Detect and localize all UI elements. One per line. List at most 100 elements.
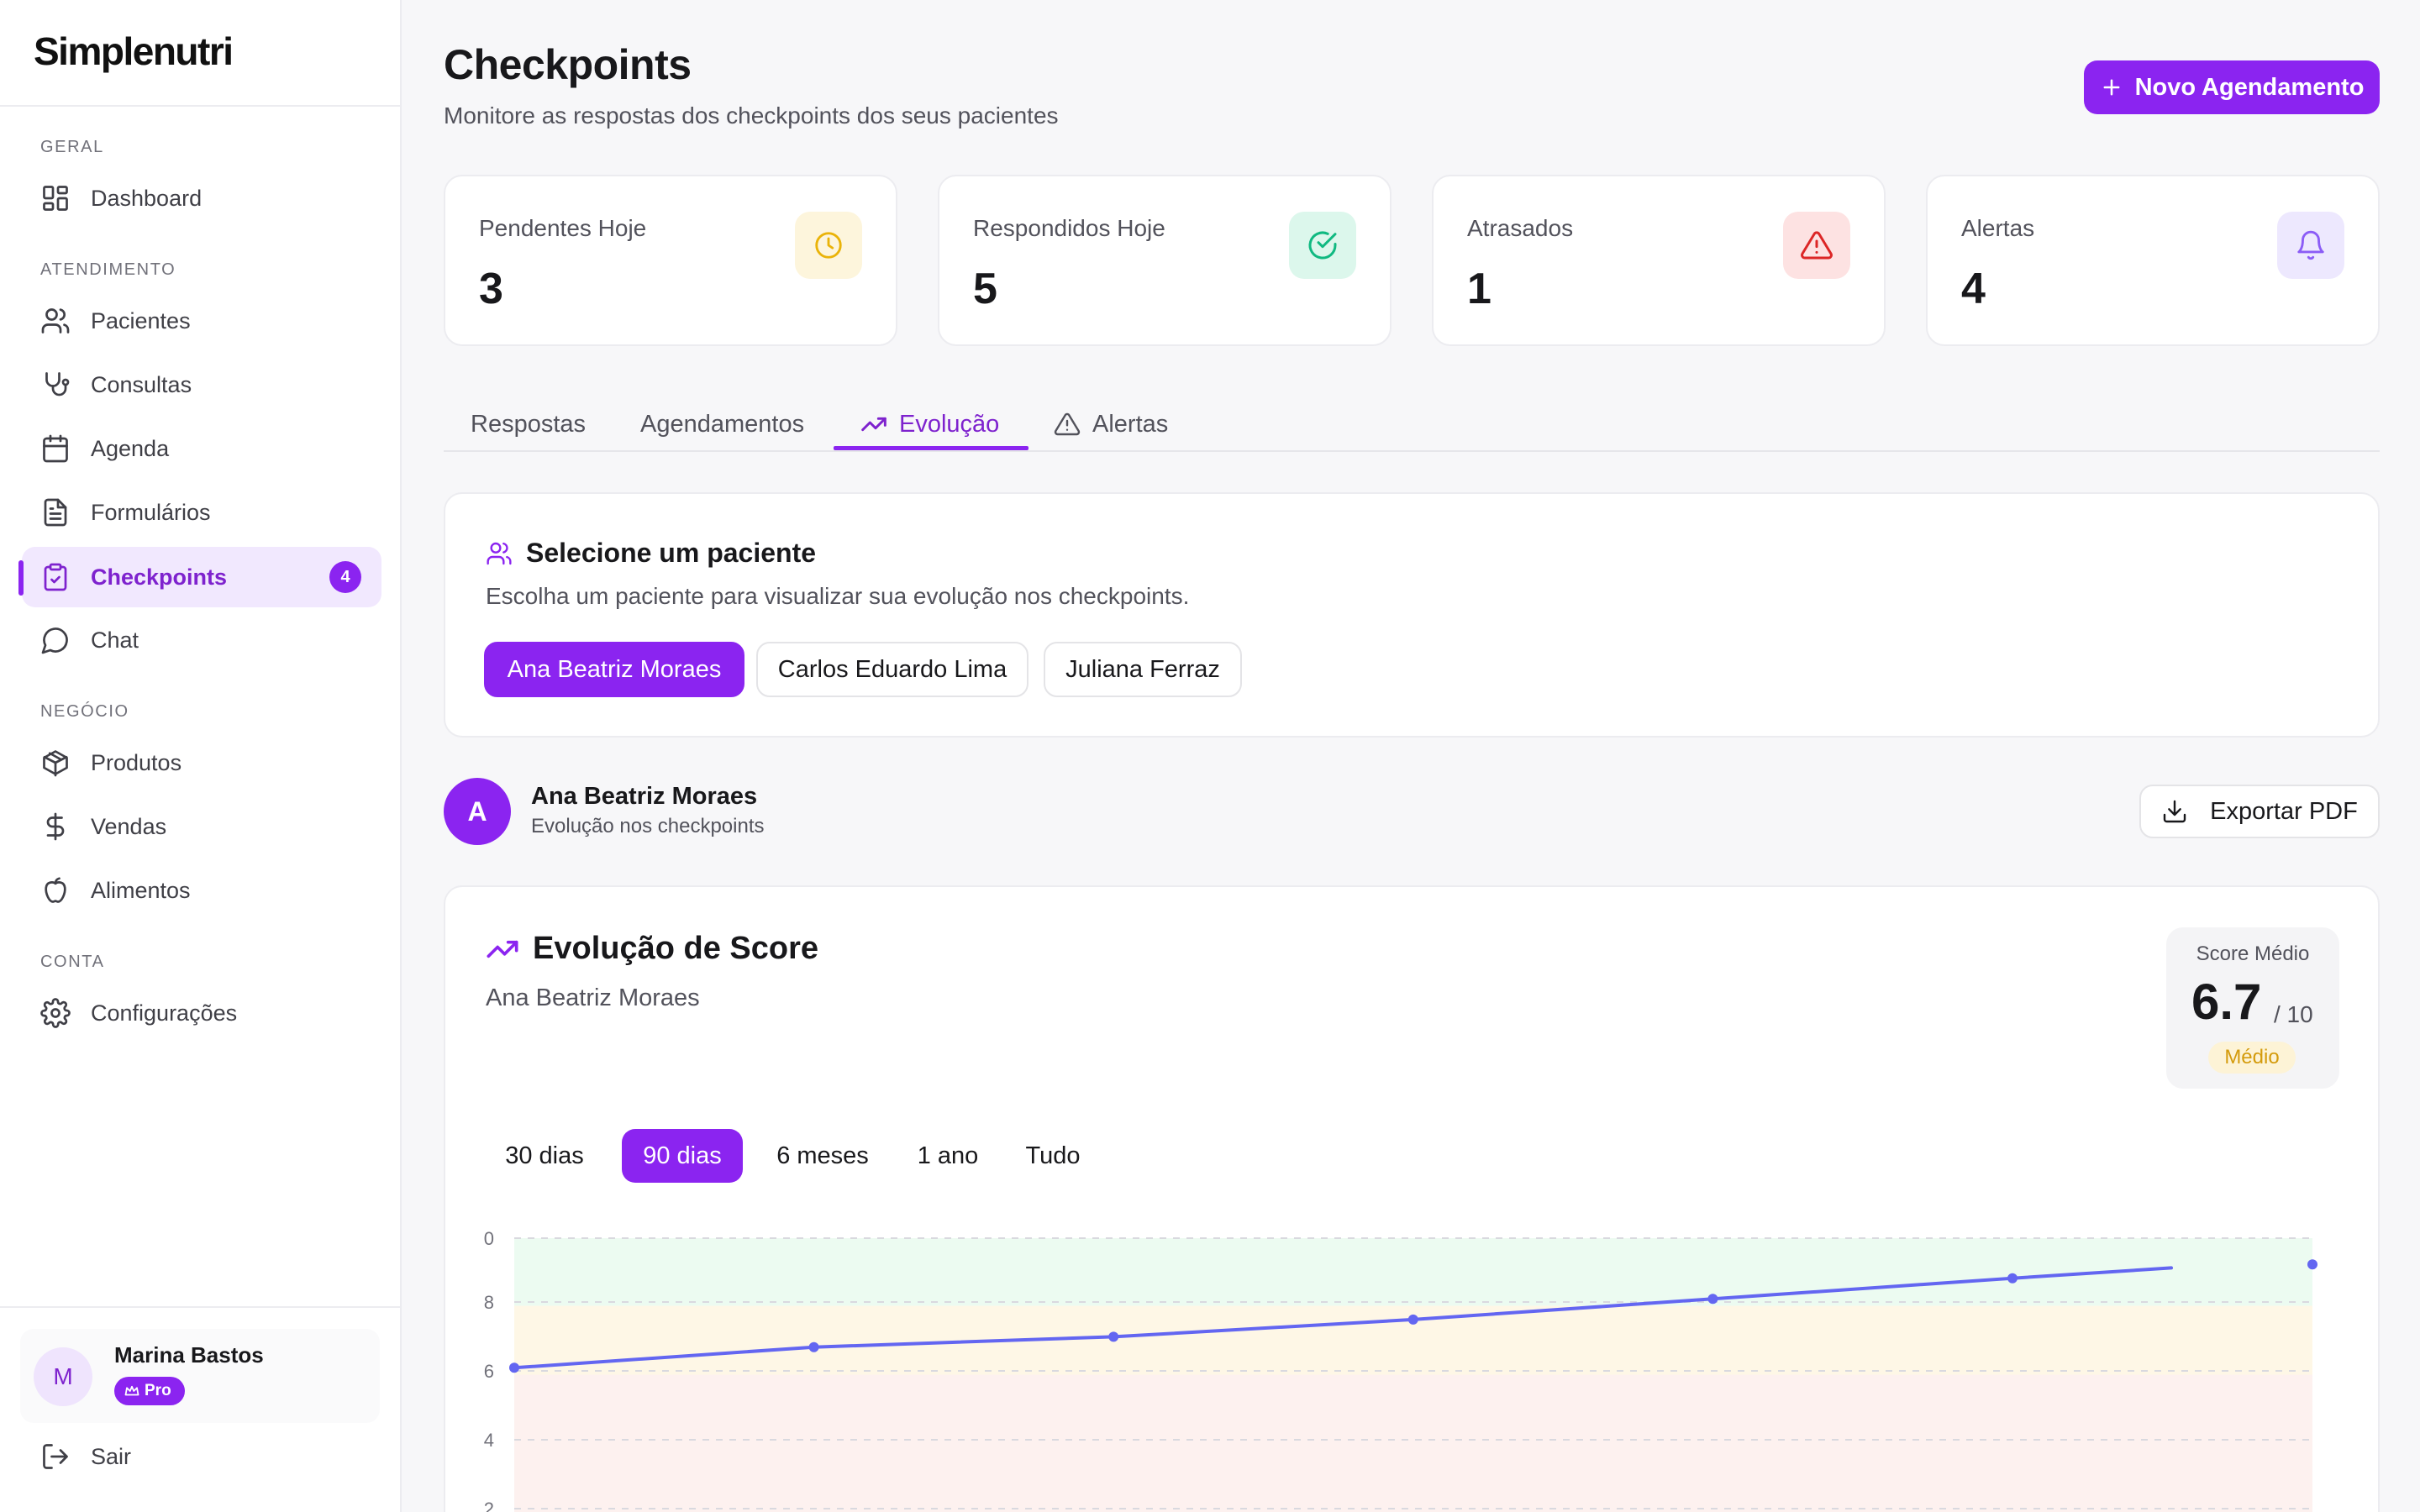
sidebar-item-label: Produtos: [91, 749, 182, 775]
section-label-conta: CONTA: [40, 953, 105, 971]
chart-data-point: [2007, 1273, 2018, 1284]
logo-divider: [0, 105, 400, 107]
stat-value: 1: [1467, 265, 1491, 313]
chart-y-tick-label: 4: [484, 1430, 494, 1451]
new-appointment-label: Novo Agendamento: [2134, 73, 2365, 101]
section-label-negocio: NEGÓCIO: [40, 702, 129, 721]
sidebar-item-formularios[interactable]: Formulários: [22, 482, 381, 543]
score-evolution-patient: Ana Beatriz Moraes: [486, 984, 700, 1011]
plan-badge: Pro: [114, 1377, 185, 1405]
chart-band: [514, 1374, 2312, 1512]
chart-data-point: [1707, 1294, 1718, 1305]
chart-y-tick-label: 0: [484, 1228, 494, 1249]
logout-button[interactable]: Sair: [40, 1441, 131, 1472]
sidebar-item-label: Formulários: [91, 499, 211, 525]
users-icon: [41, 308, 70, 333]
patient-select-card: Selecione um paciente Escolha um pacient…: [444, 492, 2380, 738]
sidebar-item-consultas[interactable]: Consultas: [22, 354, 381, 415]
range-90-days[interactable]: 90 dias: [622, 1129, 743, 1183]
trending-up-icon: [861, 417, 886, 432]
average-score-box: Score Médio 6.7 / 10 Médio: [2166, 927, 2339, 1089]
dollar-icon: [46, 812, 65, 841]
logout-label: Sair: [91, 1443, 132, 1469]
sidebar-item-label: Configurações: [91, 1000, 238, 1026]
chart-data-point: [1407, 1314, 1418, 1325]
sidebar-item-label: Checkpoints: [91, 564, 228, 590]
sidebar-item-dashboard[interactable]: Dashboard: [22, 168, 381, 228]
app-logo[interactable]: Simplenutri: [34, 29, 234, 73]
score-evolution-title-text: Evolução de Score: [533, 931, 819, 966]
alert-triangle-icon: [1783, 212, 1850, 279]
patient-chip-carlos[interactable]: Carlos Eduardo Lima: [756, 642, 1028, 697]
score-evolution-card: Evolução de Score Ana Beatriz Moraes Sco…: [444, 885, 2380, 1512]
average-score-tag: Médio: [2208, 1042, 2296, 1074]
chart-data-point: [509, 1362, 519, 1373]
tab-agendamentos[interactable]: Agendamentos: [613, 398, 831, 450]
chart-y-tick-label: 6: [484, 1361, 494, 1382]
stat-value: 5: [973, 265, 997, 313]
patient-select-title: Selecione um paciente: [486, 538, 816, 569]
patient-chip-juliana[interactable]: Juliana Ferraz: [1044, 642, 1242, 697]
package-icon: [43, 750, 68, 777]
chart-band: [514, 1238, 2312, 1306]
patient-avatar: A: [444, 778, 511, 845]
range-1-year[interactable]: 1 ano: [917, 1142, 979, 1169]
sidebar-item-alimentos[interactable]: Alimentos: [22, 860, 381, 921]
average-score-value: 6.7: [2191, 974, 2262, 1030]
section-label-geral: GERAL: [40, 138, 104, 156]
stat-card-pending: Pendentes Hoje 3: [444, 175, 897, 346]
chat-icon: [41, 627, 68, 654]
user-name: Marina Bastos: [114, 1342, 264, 1368]
sidebar-item-agenda[interactable]: Agenda: [22, 418, 381, 479]
sidebar-item-chat[interactable]: Chat: [22, 610, 381, 670]
sidebar-item-configuracoes[interactable]: Configurações: [22, 983, 381, 1043]
sidebar-item-label: Dashboard: [91, 185, 203, 211]
new-appointment-button[interactable]: Novo Agendamento: [2084, 60, 2380, 114]
page-title: Checkpoints: [444, 41, 692, 88]
sidebar-item-label: Agenda: [91, 435, 170, 461]
plan-label: Pro: [145, 1382, 171, 1399]
tab-respostas[interactable]: Respostas: [444, 398, 613, 450]
range-30-days[interactable]: 30 dias: [505, 1142, 584, 1169]
chart-data-point: [808, 1341, 819, 1352]
stat-card-late: Atrasados 1: [1432, 175, 1886, 346]
score-chart: 0 8 6 4 2: [484, 1228, 2317, 1512]
dashboard-icon: [43, 186, 68, 211]
sidebar-item-pacientes[interactable]: Pacientes: [22, 291, 381, 351]
sidebar-item-checkpoints[interactable]: Checkpoints 4: [22, 547, 381, 607]
patient-chip-ana[interactable]: Ana Beatriz Moraes: [484, 642, 744, 697]
chart-y-tick-label: 8: [484, 1292, 494, 1313]
sidebar-item-label: Chat: [91, 627, 139, 653]
score-evolution-title: Evolução de Score: [486, 931, 818, 967]
users-icon: [487, 542, 512, 564]
tabs-divider: [444, 450, 2380, 452]
bell-icon: [2277, 212, 2344, 279]
range-6-months[interactable]: 6 meses: [776, 1142, 869, 1169]
tab-evolucao[interactable]: Evolução: [834, 398, 1026, 450]
sidebar-item-label: Vendas: [91, 813, 167, 839]
gear-icon: [40, 998, 71, 1028]
apple-icon: [45, 877, 66, 903]
stat-label: Alertas: [1961, 215, 2035, 241]
export-pdf-label: Exportar PDF: [2210, 797, 2358, 825]
chart-y-tick-label: 2: [484, 1499, 494, 1512]
file-text-icon: [44, 498, 67, 527]
stat-card-alerts: Alertas 4: [1926, 175, 2380, 346]
stethoscope-icon: [45, 372, 70, 396]
patient-select-title-text: Selecione um paciente: [526, 538, 817, 568]
stat-label: Pendentes Hoje: [479, 215, 647, 241]
download-icon: [2163, 800, 2186, 823]
stat-card-answered: Respondidos Hoje 5: [938, 175, 1392, 346]
average-score-label: Score Médio: [2196, 942, 2310, 965]
range-all[interactable]: Tudo: [1025, 1142, 1081, 1169]
stat-value: 3: [479, 265, 503, 313]
tab-label: Agendamentos: [640, 410, 805, 438]
user-card[interactable]: M Marina Bastos Pro: [20, 1329, 380, 1423]
active-tab-indicator: [834, 446, 1028, 450]
patient-select-description: Escolha um paciente para visualizar sua …: [486, 583, 1190, 609]
tab-alertas[interactable]: Alertas: [1027, 398, 1195, 450]
sidebar-item-vendas[interactable]: Vendas: [22, 796, 381, 857]
sidebar-item-produtos[interactable]: Produtos: [22, 732, 381, 793]
export-pdf-button[interactable]: Exportar PDF: [2139, 785, 2380, 838]
alert-triangle-icon: [1054, 412, 1081, 436]
